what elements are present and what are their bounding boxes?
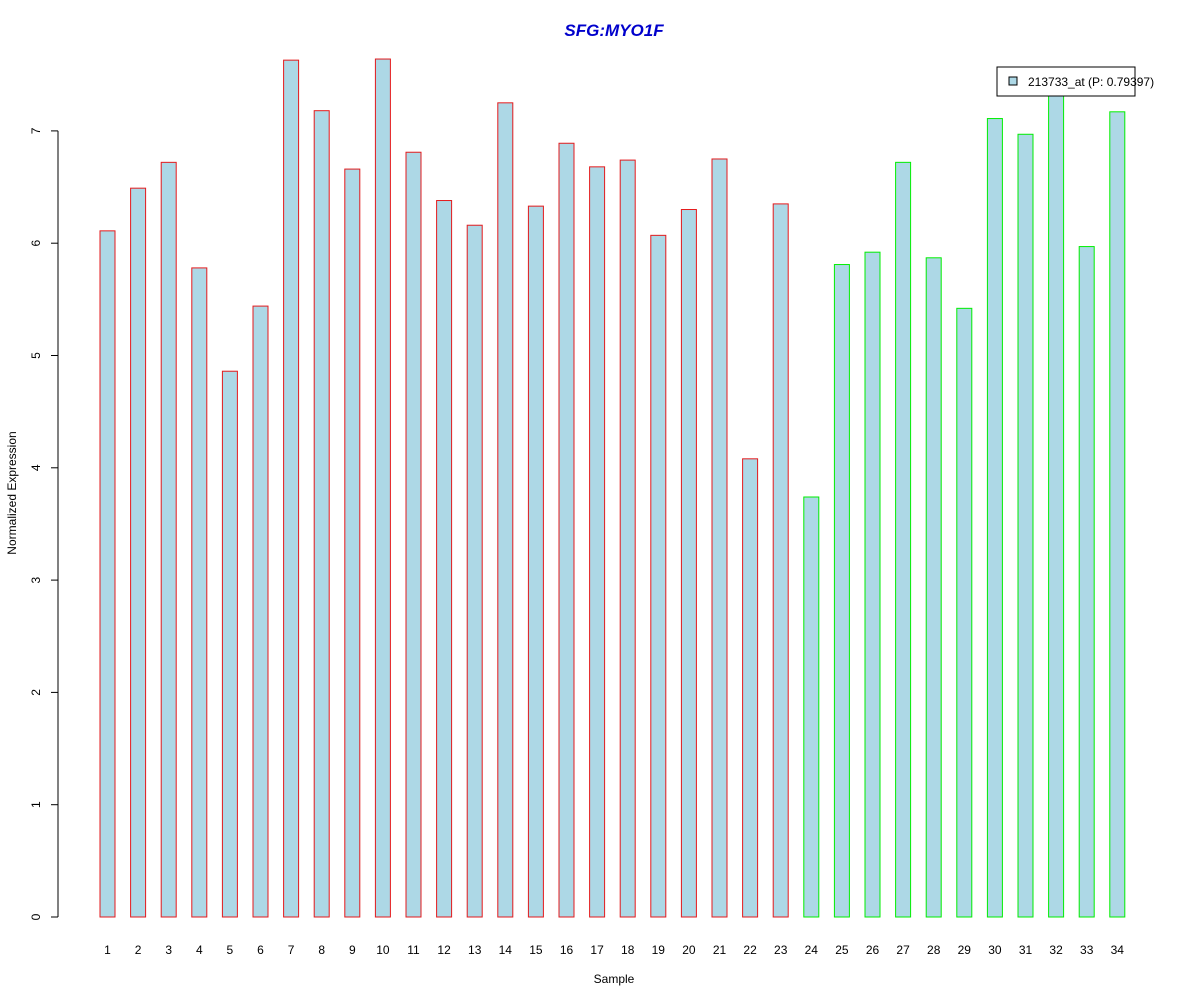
- y-axis-label: Normalized Expression: [5, 431, 19, 554]
- bar-sample-19: [650, 234, 667, 918]
- bar-sample-3: [160, 161, 177, 918]
- bar-sample-13: [466, 224, 483, 918]
- bar-sample-2: [130, 187, 147, 918]
- x-tick-label: 14: [499, 943, 513, 957]
- bar-sample-17: [589, 166, 606, 918]
- bar-sample-23: [772, 203, 789, 918]
- y-tick-label: 3: [29, 576, 43, 583]
- x-tick-label: 29: [958, 943, 972, 957]
- bars-group: [99, 58, 1126, 918]
- x-tick-label: 4: [196, 943, 203, 957]
- x-tick-label: 20: [682, 943, 696, 957]
- x-tick-labels: 1 2 3 4 5 6 7 8 9 10 11 12 13 14 15 16 17 18 19 20 21 22 23 24 2…: [104, 943, 1124, 957]
- bar-sample-34: [1109, 111, 1126, 918]
- bar-sample-24: [803, 496, 820, 918]
- bar-sample-5: [221, 370, 238, 918]
- bar-sample-31: [1017, 133, 1034, 918]
- bar-sample-26: [864, 251, 881, 918]
- y-tick-label: 0: [29, 913, 43, 920]
- x-tick-label: 5: [227, 943, 234, 957]
- bar-sample-8: [313, 110, 330, 918]
- bar-sample-16: [558, 142, 575, 918]
- x-tick-label: 30: [988, 943, 1002, 957]
- x-tick-label: 13: [468, 943, 482, 957]
- x-tick-label: 33: [1080, 943, 1094, 957]
- bar-sample-27: [895, 161, 912, 918]
- bar-sample-14: [497, 102, 514, 918]
- x-tick-label: 22: [743, 943, 757, 957]
- x-tick-label: 32: [1049, 943, 1063, 957]
- bar-sample-29: [956, 307, 973, 918]
- bar-sample-25: [833, 264, 850, 918]
- x-tick-label: 2: [135, 943, 142, 957]
- bar-sample-12: [436, 200, 453, 918]
- x-tick-label: 23: [774, 943, 788, 957]
- x-tick-label: 34: [1111, 943, 1125, 957]
- bar-sample-15: [527, 205, 544, 918]
- legend-swatch: [1008, 76, 1018, 86]
- bar-sample-7: [283, 59, 300, 918]
- x-tick-label: 19: [652, 943, 666, 957]
- legend: 213733_at (P: 0.79397): [996, 66, 1154, 97]
- x-tick-label: 31: [1019, 943, 1033, 957]
- y-tick-label: 6: [29, 240, 43, 247]
- bar-sample-9: [344, 168, 361, 918]
- bar-sample-10: [374, 58, 391, 918]
- x-tick-label: 25: [835, 943, 849, 957]
- bar-sample-22: [742, 458, 759, 918]
- y-tick-label: 7: [29, 127, 43, 134]
- bar-sample-20: [680, 209, 697, 918]
- x-tick-label: 28: [927, 943, 941, 957]
- x-tick-label: 11: [407, 943, 420, 957]
- x-tick-label: 6: [257, 943, 264, 957]
- bar-sample-21: [711, 158, 728, 918]
- bar-sample-4: [191, 267, 208, 918]
- x-tick-label: 16: [560, 943, 574, 957]
- x-tick-label: 9: [349, 943, 356, 957]
- bar-sample-6: [252, 305, 269, 918]
- x-tick-label: 27: [896, 943, 910, 957]
- bar-sample-33: [1078, 246, 1095, 918]
- bar-sample-32: [1048, 92, 1065, 918]
- x-tick-label: 8: [318, 943, 325, 957]
- y-tick-label: 4: [29, 464, 43, 471]
- x-tick-label: 10: [376, 943, 390, 957]
- x-axis-label: Sample: [594, 972, 635, 986]
- x-tick-label: 24: [805, 943, 819, 957]
- x-tick-label: 15: [529, 943, 543, 957]
- x-tick-label: 1: [104, 943, 111, 957]
- x-tick-label: 18: [621, 943, 635, 957]
- y-tick-label: 5: [29, 352, 43, 359]
- x-tick-label: 26: [866, 943, 880, 957]
- bar-sample-18: [619, 159, 636, 918]
- y-tick-label: 2: [29, 689, 43, 696]
- bar-sample-11: [405, 151, 422, 918]
- x-tick-label: 12: [437, 943, 451, 957]
- chart-title: SFG:MYO1F: [564, 21, 664, 40]
- x-tick-label: 3: [165, 943, 172, 957]
- x-tick-label: 17: [590, 943, 604, 957]
- bar-sample-1: [99, 230, 116, 918]
- bar-sample-30: [986, 118, 1003, 918]
- x-tick-label: 21: [713, 943, 727, 957]
- y-tick-label: 1: [29, 801, 43, 808]
- y-axis: 0 1 2 3 4 5 6 7: [29, 127, 59, 920]
- legend-box: [996, 66, 1136, 97]
- x-tick-label: 7: [288, 943, 295, 957]
- legend-label: 213733_at (P: 0.79397): [1028, 75, 1154, 89]
- bar-sample-28: [925, 257, 942, 918]
